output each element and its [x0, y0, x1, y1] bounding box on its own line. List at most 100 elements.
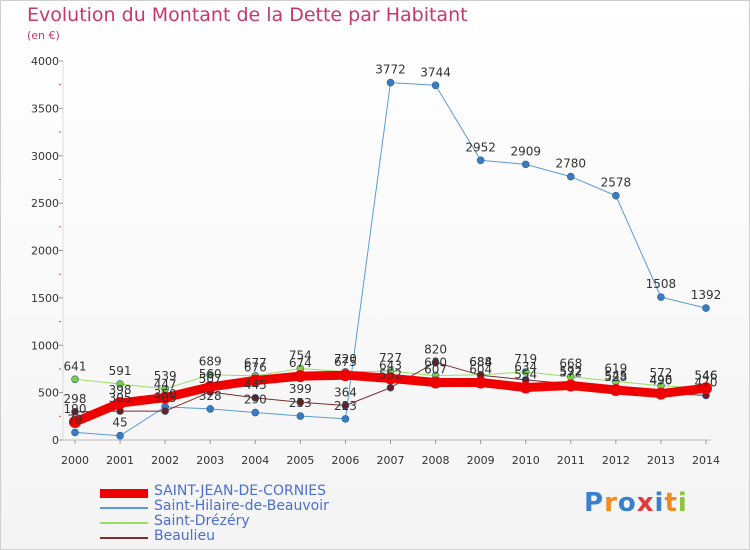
y-tick-label: 3500 [31, 102, 59, 115]
logo-letter: P [584, 488, 605, 518]
legend-label: Beaulieu [154, 528, 215, 544]
data-point [116, 380, 124, 388]
data-point [657, 293, 665, 301]
data-label: 560 [199, 367, 222, 381]
data-point [294, 370, 307, 383]
data-label: 820 [424, 342, 447, 356]
data-label: 674 [289, 356, 312, 370]
data-label: 552 [379, 368, 402, 382]
logo-letter: o [617, 488, 637, 518]
data-point [206, 370, 215, 379]
x-tick-label: 2005 [286, 454, 314, 467]
data-point [519, 381, 532, 394]
data-label: 2578 [601, 176, 632, 190]
data-label: 398 [109, 383, 132, 397]
data-label: 1508 [646, 277, 677, 291]
data-point [384, 372, 397, 385]
x-tick-label: 2004 [241, 454, 269, 467]
data-label: 45 [112, 416, 127, 430]
data-label: 490 [649, 374, 672, 388]
data-point [251, 394, 260, 402]
chart-axes: 0 500 1000 1500 2000 2500 3000 3500 4000 2000 2001… [31, 55, 720, 467]
data-label: 545 [604, 368, 627, 382]
data-point [204, 380, 217, 393]
data-label: 539 [154, 369, 177, 383]
data-point [702, 304, 710, 312]
data-labels-layer: 79 45 350 328 290 253 223 3772 3744 2952 2909 2780 2… [64, 63, 722, 430]
data-label: 3744 [420, 65, 451, 79]
data-label: 607 [424, 362, 447, 376]
legend-swatch [100, 488, 148, 498]
x-tick-label: 2013 [647, 454, 675, 467]
data-point [251, 408, 260, 417]
data-label: 689 [199, 355, 222, 369]
data-label: 350 [154, 387, 177, 401]
data-point [521, 160, 530, 169]
data-point [249, 374, 262, 387]
logo-letter: x [636, 488, 655, 518]
data-label: 676 [244, 360, 267, 374]
data-point [71, 407, 79, 416]
logo-letter: i [654, 488, 665, 518]
data-point [429, 376, 442, 389]
data-point [206, 405, 215, 413]
x-tick-label: 2010 [512, 454, 540, 467]
data-point [161, 407, 169, 415]
data-point [700, 382, 712, 395]
data-label: 305 [109, 391, 132, 405]
x-tick-label: 2007 [377, 454, 405, 467]
data-point [521, 368, 530, 376]
data-label: 727 [379, 351, 402, 365]
data-point [341, 401, 350, 410]
data-label: 688 [469, 355, 492, 369]
data-label: 223 [334, 399, 357, 413]
legend-swatch [100, 507, 148, 509]
data-label: 572 [559, 366, 582, 380]
series-layer [69, 78, 712, 440]
data-point [114, 397, 127, 410]
data-label: 680 [424, 356, 447, 370]
data-label: 592 [559, 364, 582, 378]
logo-letter: i [677, 488, 688, 518]
data-point [476, 156, 485, 165]
data-point [654, 387, 667, 400]
data-label: 445 [244, 378, 267, 392]
series-saint-hilaire-de-beauvoir [71, 78, 710, 440]
data-label: 399 [289, 382, 312, 396]
data-label: 190 [64, 402, 87, 416]
data-label: 641 [64, 359, 87, 373]
data-point [341, 415, 350, 423]
series-saint-jean-de-cornies [69, 369, 712, 428]
y-tick-label: 1500 [31, 292, 59, 305]
data-point [386, 78, 395, 87]
data-point [296, 412, 305, 420]
x-tick-label: 2009 [467, 454, 495, 467]
data-label: 2909 [510, 144, 541, 158]
data-point [69, 415, 81, 428]
x-tick-label: 2008 [422, 454, 450, 467]
logo-letter: r [604, 488, 618, 518]
x-tick-label: 2002 [151, 454, 179, 467]
data-label: 604 [469, 362, 492, 376]
legend-swatch [100, 522, 148, 524]
y-tick-label: 500 [38, 387, 59, 400]
data-label: 290 [244, 393, 267, 407]
logo-letter: t [664, 488, 678, 518]
y-tick-label: 1000 [31, 339, 59, 352]
data-point [71, 428, 79, 437]
data-point [566, 172, 575, 181]
data-label: 684 [469, 355, 492, 369]
data-point [612, 191, 620, 200]
data-label: 2952 [465, 140, 496, 154]
x-tick-label: 2012 [602, 454, 630, 467]
data-label: 719 [514, 352, 537, 366]
data-label: 675 [334, 355, 357, 369]
x-tick-label: 2011 [557, 454, 585, 467]
chart-title: Evolution du Montant de la Dette par Hab… [27, 4, 468, 26]
y-tick-label: 3000 [31, 150, 59, 163]
x-tick-label: 2001 [106, 454, 134, 467]
data-label: 3772 [375, 63, 406, 77]
data-label: 528 [604, 370, 627, 384]
